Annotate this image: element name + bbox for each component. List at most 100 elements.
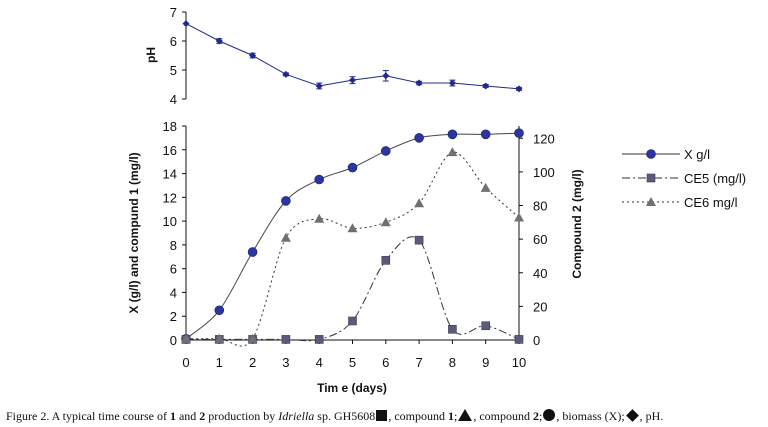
ph-y-tick-label: 5: [170, 63, 177, 78]
right-y-tick-label: 100: [533, 165, 555, 180]
ce5-series-line: [185, 236, 520, 342]
x-tick-label: 7: [415, 355, 422, 370]
ce6-point: [447, 147, 458, 157]
biomass-point: [480, 129, 491, 140]
ce5-point: [448, 324, 457, 334]
ph-y-tick-label: 6: [170, 34, 177, 49]
left-y-tick-label: 12: [163, 190, 177, 205]
ce5-point: [314, 335, 324, 344]
ph-point: [515, 85, 523, 93]
ce5-point: [414, 235, 424, 245]
caption-species: Idriella: [278, 409, 315, 423]
ce6-point: [347, 223, 358, 233]
right-y-tick-label: 120: [533, 131, 555, 146]
right-y-axis-title: Compound 2 (mg/l): [570, 169, 584, 278]
ph-point: [215, 37, 223, 45]
x-tick-label: 1: [216, 355, 223, 370]
biomass-point: [447, 129, 458, 140]
left-y-tick-label: 4: [170, 285, 177, 300]
ph-point: [282, 70, 290, 78]
x-tick-label: 9: [482, 355, 489, 370]
ce5-point: [381, 256, 391, 265]
caption-bold-1: 1: [169, 409, 176, 423]
caption-prefix: Figure 2. A typical time course of: [6, 409, 170, 423]
ce6-point: [280, 232, 291, 242]
ph-point: [249, 52, 257, 59]
left-y-tick-label: 18: [163, 119, 177, 134]
legend-marker-biomass: [646, 149, 656, 159]
ph-point: [315, 82, 323, 90]
x-tick-label: 4: [316, 355, 323, 370]
legend-label-biomass: X g/l: [684, 147, 710, 162]
caption-c2-num: 2: [533, 409, 539, 423]
ce5-point: [281, 335, 291, 344]
legend: X g/l CE5 (mg/l) CE6 mg/l: [622, 147, 746, 210]
ph-point: [482, 82, 490, 90]
ph-point: [182, 20, 190, 28]
right-y-tick-label: 20: [533, 299, 547, 314]
ce6-point: [314, 213, 325, 223]
ce6-point: [380, 217, 391, 227]
left-y-tick-label: 14: [163, 167, 177, 182]
caption-strain: sp. GH5608: [314, 409, 376, 423]
ph-point: [382, 72, 390, 80]
ce6-point: [514, 212, 524, 222]
diamond-symbol-icon: [625, 409, 639, 422]
left-y-tick-label: 16: [163, 143, 177, 158]
biomass-point: [414, 133, 424, 143]
x-tick-label: 2: [249, 355, 256, 370]
ph-y-axis-title: pH: [144, 47, 158, 63]
x-tick-label: 8: [449, 355, 456, 370]
right-y-tick-label: 80: [533, 199, 547, 214]
ph-y-tick-label: 4: [170, 92, 177, 107]
ce5-point: [514, 335, 524, 344]
caption-and: and: [175, 409, 200, 423]
figure-caption: Figure 2. A typical time course of 1 and…: [6, 409, 664, 423]
caption-c2: , compound: [473, 409, 533, 423]
biomass-point: [514, 128, 524, 138]
caption-c1-num: 1: [447, 409, 454, 423]
right-y-tick-label: 60: [533, 232, 547, 247]
caption-mid: production by: [205, 409, 279, 423]
circle-symbol-icon: [543, 409, 556, 421]
ce6-point: [247, 333, 258, 343]
x-tick-label: 5: [349, 355, 356, 370]
x-tick-label: 10: [512, 355, 526, 370]
ph-panel: 7 6 5 4 pH: [144, 5, 523, 107]
right-y-tick-label: 40: [533, 266, 547, 281]
left-y-axis-title: X (g/l) and compund 1 (mg/l): [127, 152, 141, 313]
biomass-point: [347, 162, 358, 173]
legend-label-ce5: CE5 (mg/l): [684, 171, 746, 186]
biomass-point: [281, 196, 291, 206]
biomass-point: [214, 305, 225, 316]
ph-point: [349, 76, 356, 84]
ce5-point: [481, 321, 491, 331]
ce6-series-line: [186, 151, 520, 347]
x-tick-label: 0: [182, 355, 189, 370]
biomass-point: [314, 174, 325, 185]
x-tick-label: 6: [382, 355, 389, 370]
ph-point: [415, 79, 423, 87]
left-y-tick-label: 6: [170, 262, 177, 277]
ph-y-tick-label: 7: [170, 5, 177, 20]
triangle-symbol-icon: [458, 409, 473, 421]
caption-c4: , pH.: [639, 409, 664, 423]
biomass-point: [380, 146, 391, 156]
left-y-tick-label: 8: [170, 238, 177, 253]
biomass-point: [247, 247, 258, 257]
caption-c3: , biomass (X);: [556, 409, 625, 423]
ce6-point: [214, 333, 225, 343]
left-y-tick-label: 2: [170, 309, 177, 324]
ph-point: [448, 79, 456, 87]
ce5-point: [348, 316, 357, 326]
x-tick-label: 3: [282, 355, 289, 370]
caption-c1: , compound: [388, 409, 448, 423]
square-symbol-icon: [376, 410, 388, 421]
caption-bold-2: 2: [199, 409, 206, 423]
legend-marker-ce6: [646, 197, 656, 206]
ce6-point: [181, 333, 191, 343]
ce6-point: [414, 198, 425, 208]
right-y-tick-label: 0: [533, 333, 540, 348]
